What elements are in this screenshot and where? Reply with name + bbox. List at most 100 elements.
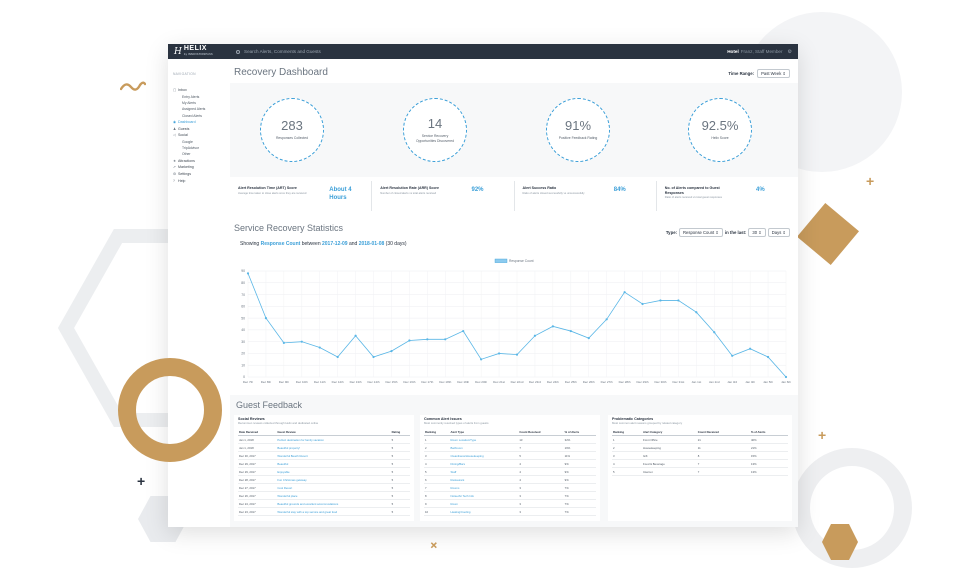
table-cell: Dec 29, 2017 [238,459,277,468]
time-range-value: Past Week [761,71,782,76]
x-tick-label: Dec 28th [619,380,631,384]
sidebar-item-settings[interactable]: ⚙ Settings [173,171,226,178]
x-tick-label: Dec 22nd [511,380,524,384]
last-unit-select[interactable]: Days ⇕ [767,228,790,237]
table-cell[interactable]: Dining/Bars [449,459,519,468]
table-cell[interactable]: Wonderful place [276,491,391,500]
table-cell: 3 [612,451,643,460]
table-cell: Gift [642,451,697,460]
table-cell[interactable]: Room [449,499,519,508]
nav-title: NAVIGATION [173,72,196,76]
guests-icon: ♟ [173,126,177,131]
panel-title: Problematic Categories [612,417,654,421]
table-cell: Dec 28, 2017 [238,475,277,484]
table-cell[interactable]: Heating/Cooling [449,507,519,516]
kpi-responses: 283 Responses Collected [260,98,324,162]
table-cell[interactable]: Rooms [449,483,519,492]
kpi-label: Positive Feedback Rating [558,136,598,141]
user-menu[interactable]: Hotel Franz, Staff Member ⚙ [727,49,792,55]
decor-ring-gold [118,358,222,462]
sidebar-subitem[interactable]: TripAdvisor [182,146,200,150]
data-point [587,337,590,340]
type-value: Response Count [683,230,715,235]
sidebar-item-marketing[interactable]: ➚ Marketing [173,164,226,171]
sidebar-item-dashboard[interactable]: ◉ Dashboard [173,119,226,126]
data-point [731,354,734,357]
table-row: Dec 27, 2017 Cool Resort 5 [238,483,410,492]
table-cell[interactable]: Restaurant [449,475,519,484]
helix-logo-mark: H [174,46,182,57]
table-cell[interactable]: Noise/Air Tech Info [449,491,519,500]
column-header: Ranking [612,429,643,436]
main-content: Recovery Dashboard Time Range: Past Week… [230,59,798,527]
table-cell[interactable]: Bathroom [449,443,519,452]
table-cell[interactable]: Staff [449,467,519,476]
table-cell[interactable]: Cool Resort [276,483,391,492]
data-point [515,353,519,356]
data-point [551,325,554,328]
table-cell: Internet [642,467,697,476]
data-point [695,311,698,314]
type-select[interactable]: Response Count ⇕ [679,228,723,237]
search-input[interactable]: Search Alerts, Comments and Guests [244,49,321,54]
sidebar-item-attractions[interactable]: ★ Attractions [173,157,226,164]
sidebar-subitem[interactable]: Other [182,152,191,157]
data-point [605,318,608,321]
column-header: % of Alerts [563,429,596,436]
table-cell[interactable]: Fun Christmas getaway [276,475,391,484]
x-tick-label: Dec 25th [565,380,577,384]
table-cell[interactable]: Beautiful [276,459,391,468]
sidebar-item-inbox[interactable]: ▢ Inbox [173,87,226,94]
showing-and: and [348,241,358,247]
sidebar-subitem[interactable]: My Alerts [182,101,196,106]
sidebar-subitem[interactable]: Assigned Alerts [182,107,206,112]
sidebar-item-social[interactable]: ◁ Social [173,132,226,139]
data-point [677,299,680,302]
sidebar-item-guests[interactable]: ♟ Guests [173,125,226,132]
table-cell: 7 [696,459,750,468]
user-label: Franz, Staff Member [740,49,783,54]
table-cell[interactable]: Beautiful grounds and excellent accommod… [276,499,391,508]
sidebar-subitem[interactable]: Google [182,139,193,144]
kpi-label: Helix Score [711,136,729,141]
table-cell: Front Office [642,435,697,444]
y-tick-label: 80 [241,281,245,285]
column-header: Rating [390,429,410,436]
table-cell[interactable]: Cleanliness/Housekeeping [449,451,519,460]
table-cell[interactable]: Enjoyable [276,467,391,476]
data-point [354,334,357,337]
table-cell[interactable]: Perfect destination for family vacation [276,435,391,444]
last-num-select[interactable]: 30 ⇕ [748,228,766,237]
kpi-value: 92.5% [701,118,739,134]
data-point [659,299,662,302]
table-row: 8 Noise/Air Tech Info 3 7% [424,491,596,500]
x-tick-label: Jan 1st [691,380,701,384]
service-recovery-stats: Service Recovery Statistics Type: Respon… [230,219,798,391]
table-cell: 5 [390,451,410,460]
column-header: Count Received [696,429,750,436]
stats-controls: Type: Response Count ⇕ in the last: 30 ⇕… [666,228,790,237]
data-point [246,272,250,275]
x-tick-label: Dec 21st [493,380,505,384]
sidebar-subitem[interactable]: Closed Alerts [182,113,202,118]
table-cell[interactable]: Beautiful property! [276,443,391,452]
table-cell: Dec 23, 2017 [238,507,277,516]
global-search[interactable]: Search Alerts, Comments and Guests [236,49,727,54]
sidebar-item-label: Inbox [178,88,187,93]
common-alerts-panel: Common Alert Issues Most commonly resolv… [420,415,600,521]
sidebar-item-help[interactable]: ? Help [173,177,226,184]
dashboard-icon: ◉ [173,120,176,125]
column-header: Alert Type [449,429,519,436]
nav-list: ▢ Inbox Entry Alerts My Alerts Assigned Aler… [173,87,226,184]
helix-logo[interactable]: H HELIX by INNOVATIONPASS [174,45,236,58]
time-range-select[interactable]: Past Week ⇕ [757,69,790,78]
table-row: Dec 30, 2017 Wonderful Beach Resort 5 [238,451,410,460]
table-cell[interactable]: Room Location/Type [449,435,519,444]
sidebar-subitem[interactable]: Entry Alerts [182,94,200,99]
sidebar-item-label: Guests [178,126,190,131]
gear-icon[interactable]: ⚙ [787,48,792,55]
table-cell[interactable]: Wonderful stay with a top service and gr… [276,507,391,516]
inbox-icon: ▢ [173,88,177,93]
table-row: 10 Heating/Cooling 3 7% [424,507,596,516]
table-cell[interactable]: Wonderful Beach Resort [276,451,391,460]
